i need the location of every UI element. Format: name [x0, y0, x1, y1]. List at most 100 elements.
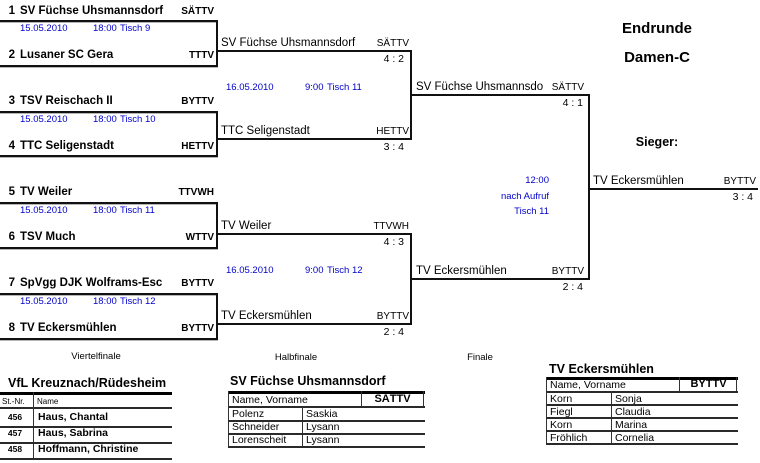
qf4-team2: 8 TV Eckersmühlen BYTTV: [0, 321, 217, 336]
bracket-line: [216, 233, 412, 235]
team-association: TTVWH: [373, 221, 409, 232]
column-header: Name, Vorname: [550, 379, 626, 391]
bracket-line: [216, 293, 218, 340]
bracket-line: [0, 65, 218, 67]
sf2-slot-bottom: TV Eckersmühlen BYTTV: [221, 309, 409, 323]
bracket-line: [0, 293, 218, 295]
team-association: TTVWH: [178, 187, 214, 198]
team-name: TV Eckersmühlen: [416, 265, 507, 277]
team-association: HETTV: [376, 126, 409, 137]
winner-slot: TV Eckersmühlen BYTTV: [593, 174, 756, 188]
team-seed: 6: [8, 231, 15, 243]
bracket-line: [0, 20, 218, 22]
team-association: WTTV: [185, 232, 214, 243]
table-line: [33, 392, 34, 458]
schedule-note: nach Aufruf: [500, 190, 549, 202]
table-line: [546, 377, 738, 380]
schedule-date: 15.05.2010: [20, 114, 68, 125]
final-result: 3 : 4: [732, 191, 753, 203]
player-surname: Korn: [550, 393, 573, 405]
schedule-time: 18:00: [93, 114, 117, 125]
schedule-date: 15.05.2010: [20, 296, 68, 307]
team-seed: 3: [8, 95, 15, 107]
team-association: TTTV: [189, 50, 214, 61]
player-firstname: Saskia: [306, 408, 338, 420]
table-line: [736, 377, 737, 391]
schedule-date: 16.05.2010: [226, 82, 274, 93]
sf2-slot-top: TV Weiler TTVWH: [221, 219, 409, 233]
team-name: SV Füchse Uhsmannsdorf: [221, 37, 356, 49]
schedule-table: Tisch 10: [120, 114, 156, 125]
final-slot-bottom: TV Eckersmühlen BYTTV: [416, 264, 584, 278]
team-name: SV Füchse Uhsmannsdo: [416, 81, 544, 93]
table-line: [302, 406, 303, 447]
team-association: BYTTV: [376, 311, 409, 322]
player-number: 457: [7, 428, 23, 438]
schedule-time: 9:00: [305, 82, 324, 93]
table-line: [546, 430, 738, 432]
qf4-team1: 7 SpVgg DJK Wolframs-Esc BYTTV: [0, 276, 217, 291]
table-line: [546, 391, 738, 393]
team-name: TV Weiler: [20, 186, 73, 198]
table-line: [0, 426, 172, 428]
team-seed: 2: [8, 49, 15, 61]
schedule-table: Tisch 12: [120, 296, 156, 307]
qf3-schedule: 15.05.2010 18:00 Tisch 11: [20, 205, 210, 217]
page-title: Endrunde: [622, 20, 692, 37]
bracket-line: [0, 155, 218, 157]
qf2-result: 3 : 4: [383, 141, 404, 153]
bracket-line: [216, 111, 218, 157]
schedule-time: 18:00: [93, 23, 117, 34]
roster-title: VfL Kreuznach/Rüdesheim: [8, 376, 167, 390]
winner-label: Sieger:: [635, 135, 679, 149]
schedule-time: 9:00: [305, 265, 324, 276]
table-line: [228, 446, 425, 448]
team-seed: 7: [8, 277, 15, 289]
team-name: TSV Much: [20, 231, 76, 243]
team-name: TV Eckersmühlen: [593, 175, 684, 187]
qf1-team2: 2 Lusaner SC Gera TTTV: [0, 48, 217, 63]
final-slot-top: SV Füchse Uhsmannsdo SÄTTV: [416, 80, 584, 94]
player-firstname: Claudia: [615, 406, 651, 418]
team-name: TTC Seligenstadt: [221, 125, 310, 137]
table-line: [546, 443, 738, 445]
team-name: TV Weiler: [221, 220, 272, 232]
sf2-schedule: 16.05.2010 9:00 Tisch 12: [226, 265, 396, 277]
bracket-line: [588, 188, 758, 190]
player-number: 456: [7, 412, 23, 422]
table-line: [0, 458, 172, 460]
table-line: [0, 407, 172, 409]
team-name: TTC Seligenstadt: [20, 140, 114, 152]
bracket-line: [410, 94, 590, 96]
player-firstname: Lysann: [306, 421, 340, 433]
qf2-team1: 3 TSV Reischach II BYTTV: [0, 94, 217, 109]
table-line: [361, 391, 362, 406]
qf1-schedule: 15.05.2010 18:00 Tisch 9: [20, 23, 210, 35]
team-association: BYTTV: [181, 323, 214, 334]
final-schedule: 12:00 nach Aufruf Tisch 11: [449, 173, 549, 220]
team-seed: 4: [8, 140, 15, 152]
table-line: [679, 377, 680, 391]
team-association: BYTTV: [181, 278, 214, 289]
player-surname: Schneider: [232, 421, 280, 433]
player-firstname: Sonja: [615, 393, 642, 405]
bracket-line: [588, 94, 590, 280]
team-name: TV Eckersmühlen: [20, 322, 117, 334]
table-line: [228, 391, 229, 447]
round-label-semifinal: Halbfinale: [274, 352, 318, 363]
bracket-line: [410, 278, 590, 280]
team-name: TSV Reischach II: [20, 95, 113, 107]
schedule-date: 16.05.2010: [226, 265, 274, 276]
bracket-line: [0, 338, 218, 340]
team-association: SÄTTV: [551, 82, 584, 93]
team-association: HETTV: [181, 141, 214, 152]
sf1-result: 4 : 1: [562, 97, 583, 109]
schedule-table: Tisch 9: [120, 23, 151, 34]
player-name: Haus, Chantal: [38, 411, 109, 423]
round-label-final: Finale: [467, 352, 493, 363]
qf1-team1: 1 SV Füchse Uhsmannsdorf SÄTTV: [0, 4, 217, 19]
team-name: Lusaner SC Gera: [20, 49, 114, 61]
bracket-line: [216, 323, 412, 325]
team-name: SpVgg DJK Wolframs-Esc: [20, 277, 163, 289]
